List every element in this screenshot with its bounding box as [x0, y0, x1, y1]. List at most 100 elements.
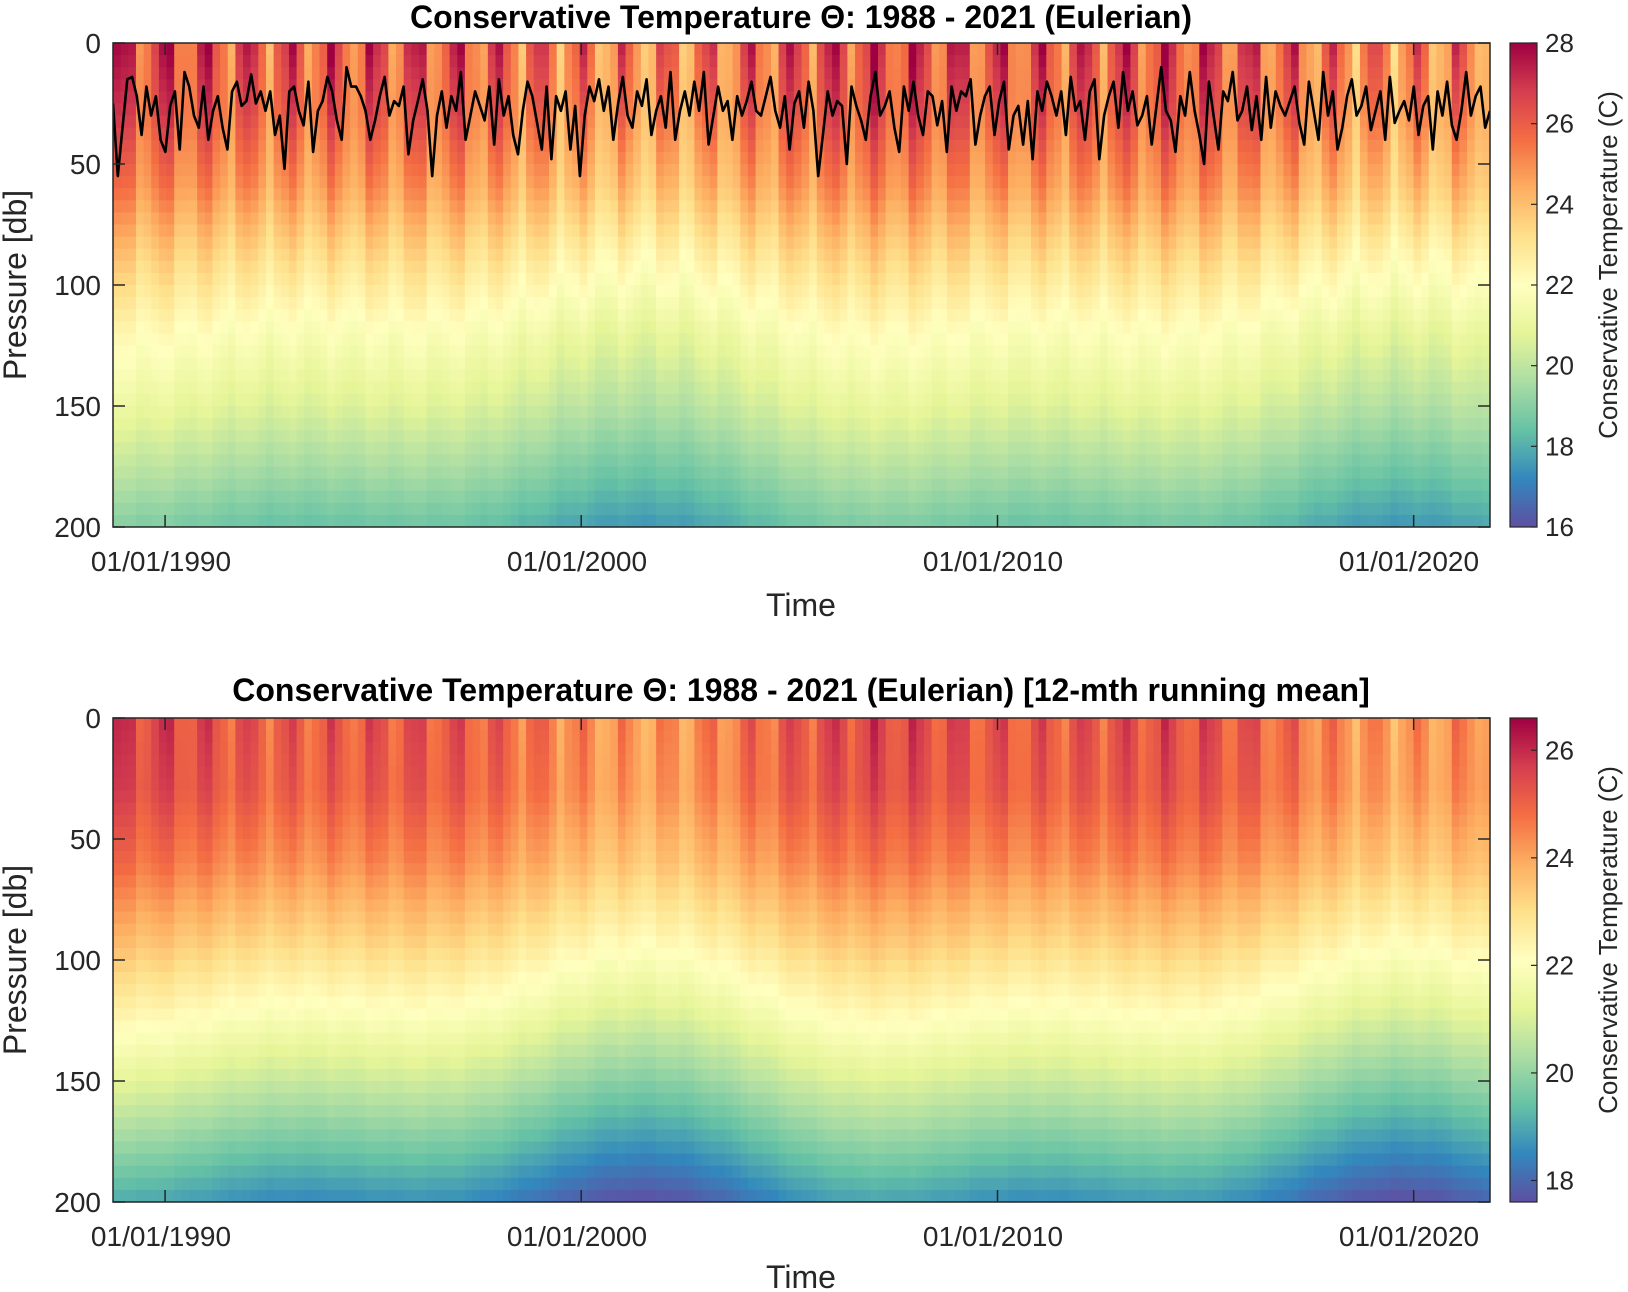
- heatmap-cell: [816, 43, 826, 56]
- heatmap-cell: [1046, 514, 1055, 527]
- heatmap-cell: [900, 357, 910, 371]
- heatmap-cell: [1023, 478, 1032, 492]
- heatmap-cell: [357, 333, 367, 347]
- heatmap-cell: [587, 176, 596, 189]
- heatmap-cell: [480, 333, 489, 347]
- heatmap-cell: [594, 381, 604, 395]
- heatmap-cell: [549, 502, 558, 516]
- heatmap-cell: [617, 369, 627, 383]
- heatmap-cell: [610, 466, 619, 480]
- heatmap-cell: [939, 151, 948, 165]
- heatmap-cell: [549, 260, 558, 274]
- heatmap-cell: [526, 248, 535, 262]
- heatmap-cell: [916, 321, 925, 334]
- heatmap-cell: [617, 248, 627, 262]
- heatmap-cell: [839, 55, 848, 68]
- heatmap-cell: [174, 393, 183, 407]
- heatmap-cell: [357, 454, 367, 468]
- heatmap-cell: [480, 272, 489, 286]
- heatmap-cell: [671, 176, 680, 189]
- heatmap-cell: [717, 333, 726, 347]
- heatmap-cell: [135, 236, 145, 250]
- heatmap-cell: [449, 478, 458, 492]
- heatmap-cell: [143, 43, 152, 56]
- heatmap-cell: [824, 164, 833, 177]
- heatmap-cell: [457, 272, 466, 286]
- heatmap-cell: [181, 115, 191, 129]
- heatmap-cell: [671, 369, 680, 383]
- heatmap-cell: [847, 514, 856, 527]
- heatmap-cell: [1000, 224, 1009, 238]
- heatmap-cell: [166, 309, 175, 322]
- heatmap-cell: [342, 224, 351, 238]
- heatmap-cell: [617, 381, 627, 395]
- heatmap-cell: [602, 442, 611, 455]
- heatmap-cell: [235, 297, 244, 310]
- heatmap-cell: [158, 79, 168, 92]
- heatmap-cell: [1023, 369, 1032, 383]
- heatmap-cell: [296, 393, 305, 407]
- heatmap-cell: [962, 478, 971, 492]
- heatmap-cell: [610, 285, 619, 298]
- heatmap-cell: [870, 514, 879, 527]
- heatmap-cell: [763, 418, 772, 431]
- heatmap-cell: [365, 67, 374, 80]
- heatmap-cell: [594, 236, 604, 250]
- heatmap-cell: [212, 43, 221, 56]
- heatmap-cell: [380, 478, 389, 492]
- heatmap-cell: [679, 321, 688, 334]
- heatmap-cell: [625, 442, 634, 455]
- heatmap-cell: [449, 466, 458, 480]
- heatmap-cell: [648, 406, 657, 419]
- heatmap-cell: [311, 139, 321, 153]
- heatmap-cell: [174, 478, 183, 492]
- heatmap-cell: [587, 91, 596, 105]
- heatmap-cell: [373, 466, 382, 480]
- heatmap-cell: [495, 454, 504, 468]
- heatmap-cell: [969, 139, 979, 153]
- heatmap-cell: [908, 67, 917, 80]
- heatmap-cell: [533, 393, 542, 407]
- heatmap-cell: [388, 115, 397, 129]
- heatmap-cell: [1053, 236, 1063, 250]
- heatmap-cell: [725, 212, 734, 226]
- heatmap-cell: [793, 393, 803, 407]
- heatmap-cell: [824, 430, 833, 443]
- heatmap-cell: [243, 188, 252, 201]
- heatmap-cell: [679, 200, 688, 213]
- heatmap-cell: [1061, 357, 1070, 371]
- heatmap-cell: [533, 91, 542, 105]
- heatmap-cell: [151, 127, 160, 141]
- heatmap-cell: [319, 285, 328, 298]
- heatmap-cell: [365, 345, 374, 359]
- heatmap-cell: [204, 430, 214, 443]
- heatmap-cell: [449, 357, 458, 371]
- heatmap-cell: [273, 236, 282, 250]
- heatmap-cell: [786, 103, 795, 117]
- heatmap-cell: [732, 418, 741, 431]
- heatmap-cell: [426, 478, 435, 492]
- heatmap-cell: [1061, 55, 1070, 68]
- heatmap-cell: [472, 248, 481, 262]
- heatmap-cell: [939, 139, 948, 153]
- heatmap-cell: [350, 393, 359, 407]
- heatmap-cell: [166, 406, 175, 419]
- heatmap-cell: [480, 514, 489, 527]
- heatmap-cell: [717, 212, 726, 226]
- heatmap-cell: [120, 188, 129, 201]
- heatmap-cell: [472, 127, 481, 141]
- heatmap-cell: [763, 248, 772, 262]
- heatmap-cell: [778, 333, 787, 347]
- heatmap-cell: [480, 176, 489, 189]
- heatmap-cell: [334, 514, 344, 527]
- heatmap-cell: [480, 418, 489, 431]
- heatmap-cell: [640, 418, 650, 431]
- heatmap-cell: [686, 393, 695, 407]
- heatmap-cell: [472, 357, 481, 371]
- heatmap-cell: [587, 393, 596, 407]
- heatmap-cell: [472, 43, 481, 56]
- heatmap-cell: [426, 260, 435, 274]
- heatmap-cell: [227, 369, 236, 383]
- heatmap-cell: [977, 454, 986, 468]
- heatmap-cell: [311, 272, 321, 286]
